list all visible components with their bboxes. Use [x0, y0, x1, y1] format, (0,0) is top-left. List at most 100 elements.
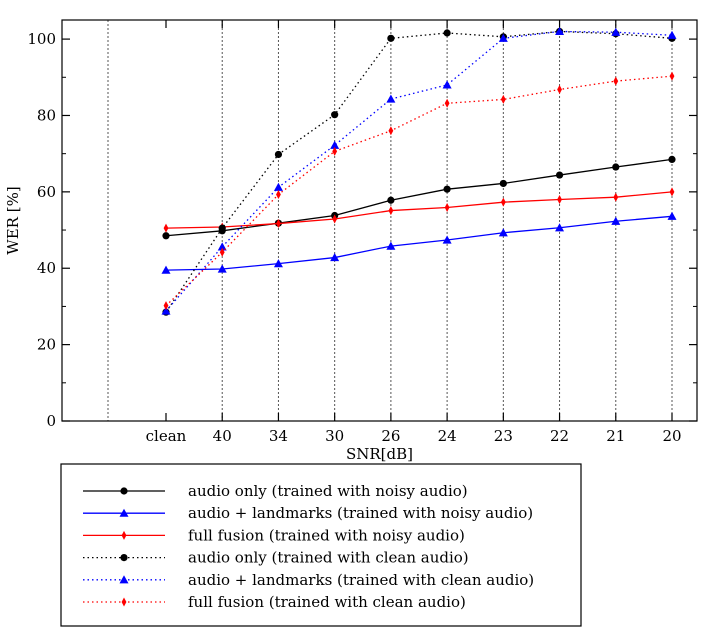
data-point: [161, 306, 171, 315]
x-tick-label: 26: [381, 427, 400, 445]
legend-marker: [120, 487, 128, 495]
data-point: [276, 219, 281, 229]
series-1: [162, 155, 676, 240]
legend: audio only (trained with noisy audio) aud…: [60, 463, 582, 627]
data-point: [667, 30, 677, 39]
data-point: [557, 194, 562, 204]
data-point: [163, 223, 169, 233]
grid-lines: [107, 20, 673, 421]
data-point: [330, 140, 340, 149]
data-point: [442, 80, 452, 89]
data-point: [218, 224, 226, 232]
y-axis-label: WER [%]: [4, 186, 22, 254]
data-point: [273, 259, 283, 268]
legend-entry-4: audio only (trained with clean audio): [83, 549, 469, 567]
x-tick-label: 20: [662, 427, 681, 445]
legend-label: full fusion (trained with noisy audio): [188, 526, 465, 544]
legend-label: audio + landmarks (trained with noisy au…: [188, 504, 533, 522]
legend-marker: [121, 530, 127, 540]
legend-label: audio + landmarks (trained with clean au…: [188, 571, 534, 589]
y-tick-label: 20: [37, 336, 56, 354]
data-point: [388, 206, 394, 216]
data-point: [161, 265, 171, 274]
data-point: [276, 190, 281, 200]
data-point: [387, 196, 395, 204]
x-axis: clean 40 34 30 26 24 23 22 21 20: [146, 20, 682, 445]
series-line: [165, 215, 673, 271]
data-point: [330, 253, 340, 262]
x-tick-label: clean: [146, 427, 187, 445]
data-point: [273, 182, 283, 191]
x-tick-label: 40: [213, 427, 232, 445]
x-axis-label: SNR[dB]: [346, 445, 413, 463]
data-point: [442, 235, 452, 244]
y-axis: 0 20 40 60 80 100: [27, 30, 697, 430]
data-series: [161, 26, 677, 316]
data-point: [555, 171, 564, 179]
data-point: [555, 26, 565, 36]
data-point: [669, 71, 675, 81]
data-point: [500, 197, 506, 207]
series-5: [161, 26, 677, 315]
x-tick-label: 23: [494, 427, 513, 445]
data-point: [667, 211, 677, 220]
data-point: [163, 301, 169, 311]
data-point: [500, 94, 506, 104]
data-point: [332, 146, 338, 156]
legend-marker: [121, 597, 127, 607]
series-line: [165, 191, 673, 229]
legend-label: full fusion (trained with clean audio): [188, 593, 466, 611]
data-point: [386, 94, 396, 103]
y-tick-label: 100: [27, 30, 56, 48]
series-6: [163, 71, 675, 311]
data-point: [498, 33, 508, 42]
data-point: [557, 85, 562, 95]
data-point: [217, 264, 227, 273]
data-point: [219, 247, 225, 257]
legend-label: audio only (trained with clean audio): [188, 549, 469, 567]
data-point: [162, 232, 170, 240]
data-point: [386, 241, 396, 250]
legend-label: audio only (trained with noisy audio): [188, 482, 468, 500]
data-point: [217, 242, 227, 251]
x-tick-label: 34: [269, 427, 288, 445]
series-2: [161, 211, 677, 274]
data-point: [274, 150, 283, 159]
data-point: [332, 214, 338, 224]
legend-marker: [120, 554, 128, 562]
legend-entry-3: full fusion (trained with noisy audio): [83, 526, 465, 544]
data-point: [388, 126, 394, 136]
x-tick-label: 24: [438, 427, 457, 445]
data-point: [444, 98, 450, 108]
y-tick-label: 40: [37, 259, 56, 277]
series-3: [163, 187, 675, 233]
data-point: [668, 155, 676, 163]
data-point: [499, 179, 507, 188]
data-point: [611, 27, 621, 36]
series-line: [165, 30, 673, 312]
y-tick-label: 60: [37, 183, 56, 201]
legend-entry-2: audio + landmarks (trained with noisy au…: [83, 504, 533, 522]
x-tick-label: 22: [550, 427, 569, 445]
data-point: [613, 76, 619, 86]
legend-entry-6: full fusion (trained with clean audio): [83, 593, 466, 611]
y-tick-label: 80: [37, 106, 56, 124]
data-point: [443, 29, 451, 37]
data-point: [331, 111, 339, 119]
x-tick-label: 30: [325, 427, 344, 445]
legend-entry-1: audio only (trained with noisy audio): [83, 482, 468, 500]
data-point: [612, 163, 620, 171]
data-point: [613, 192, 619, 202]
plot-area-frame: [61, 19, 698, 422]
series-line: [165, 75, 673, 307]
x-tick-label: 21: [606, 427, 625, 445]
series-line: [165, 30, 673, 313]
series-4: [162, 27, 676, 316]
data-point: [443, 185, 451, 193]
data-point: [611, 216, 621, 225]
data-point: [444, 203, 450, 213]
data-point: [669, 187, 675, 197]
data-point: [387, 34, 395, 42]
y-tick-label: 0: [46, 412, 56, 430]
